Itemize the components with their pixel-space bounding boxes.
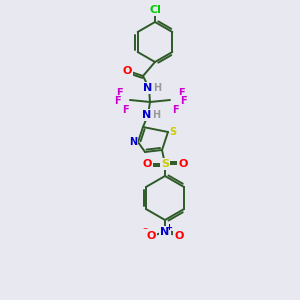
Text: N: N bbox=[143, 83, 153, 93]
Text: F: F bbox=[114, 96, 120, 106]
Text: S: S bbox=[169, 127, 177, 137]
Text: F: F bbox=[178, 88, 184, 98]
Text: N: N bbox=[160, 227, 169, 237]
Text: F: F bbox=[122, 105, 128, 115]
Text: N: N bbox=[129, 137, 137, 147]
Text: O: O bbox=[146, 231, 156, 241]
Text: F: F bbox=[180, 96, 186, 106]
Text: H: H bbox=[153, 83, 161, 93]
Text: Cl: Cl bbox=[149, 5, 161, 15]
Text: N: N bbox=[142, 110, 152, 120]
Text: O: O bbox=[142, 159, 152, 169]
Text: ⁻: ⁻ bbox=[142, 226, 148, 236]
Text: O: O bbox=[178, 159, 188, 169]
Text: +: + bbox=[166, 223, 172, 232]
Text: H: H bbox=[152, 110, 160, 120]
Text: F: F bbox=[172, 105, 178, 115]
Text: F: F bbox=[116, 88, 122, 98]
Text: O: O bbox=[122, 66, 132, 76]
Text: S: S bbox=[161, 159, 169, 169]
Text: O: O bbox=[174, 231, 184, 241]
